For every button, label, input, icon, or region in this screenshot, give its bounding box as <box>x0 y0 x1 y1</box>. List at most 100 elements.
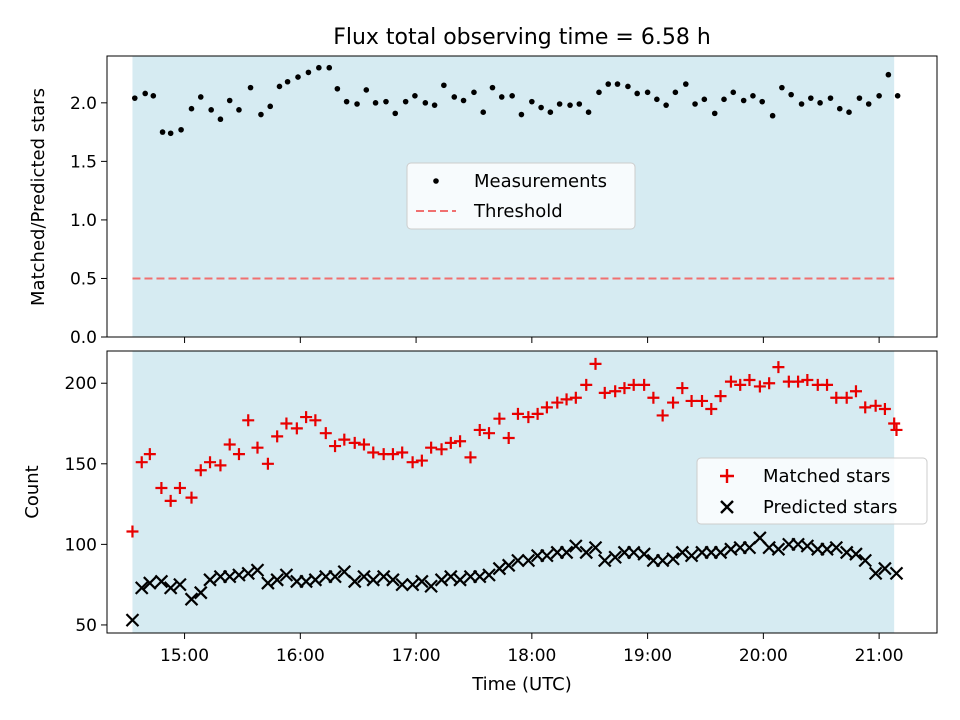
predicted-star-point <box>868 566 883 581</box>
legend-item-measurements: Measurements <box>474 171 607 192</box>
matched-star-point <box>869 399 882 412</box>
measurement-point <box>142 90 149 97</box>
measurement-point <box>885 71 892 78</box>
measurement-point <box>654 96 660 103</box>
y-tick-label: 150 <box>65 455 97 475</box>
measurement-point <box>683 81 689 87</box>
predicted-star-point <box>579 545 594 560</box>
matched-star-point <box>493 412 506 425</box>
measurement-point <box>188 105 195 112</box>
measurement-point <box>471 89 477 96</box>
predicted-star-point <box>655 553 670 568</box>
measurement-point <box>363 87 370 93</box>
matched-star-point <box>685 394 698 407</box>
y-tick-label: 0.0 <box>70 328 97 348</box>
matched-star-point <box>406 456 419 469</box>
predicted-star-point <box>588 540 603 555</box>
predicted-star-point <box>270 573 284 587</box>
measurement-point <box>509 93 515 99</box>
matched-star-point <box>676 382 689 395</box>
matched-star-point <box>348 436 361 449</box>
predicted-stars-points <box>125 531 904 627</box>
matched-star-point <box>329 440 342 453</box>
measurement-point <box>730 89 737 96</box>
matched-star-point <box>878 403 891 416</box>
predicted-star-point <box>337 564 352 579</box>
matched-star-point <box>830 391 843 404</box>
legend-dot-marker <box>433 178 439 184</box>
matched-star-point <box>531 407 544 420</box>
measurement-point <box>178 126 184 133</box>
matched-star-point <box>290 422 303 435</box>
y-axis-label: Matched/Predicted stars <box>28 88 49 306</box>
predicted-star-point <box>125 613 140 627</box>
predicted-star-point <box>395 577 409 592</box>
predicted-star-point <box>666 552 680 566</box>
measurement-point <box>556 101 563 107</box>
predicted-star-point <box>521 553 536 568</box>
measurement-point <box>876 93 882 99</box>
matched-star-point <box>309 414 322 427</box>
measurement-point <box>451 94 458 100</box>
y-axis-label: Count <box>22 465 43 518</box>
y-tick-label: 1.0 <box>70 211 97 231</box>
predicted-star-point <box>173 577 187 592</box>
y-tick-label: 100 <box>65 535 97 555</box>
legend-plus-marker <box>720 469 734 483</box>
measurement-point <box>284 78 291 85</box>
measurement-point <box>460 97 467 104</box>
matched-star-point <box>638 378 651 391</box>
matched-star-point <box>367 446 380 459</box>
measurement-point <box>721 96 727 103</box>
measurement-point <box>567 102 573 108</box>
y-tick-label: 200 <box>65 374 97 394</box>
measurement-point <box>247 84 254 91</box>
y-axis-ticks: 50 100 150 200 <box>65 374 107 636</box>
measurement-point <box>596 89 602 96</box>
predicted-star-point <box>203 573 217 587</box>
predicted-star-point <box>597 553 612 568</box>
matched-star-point <box>185 491 198 504</box>
matched-star-point <box>300 411 313 424</box>
predicted-star-point <box>626 545 641 560</box>
predicted-star-point <box>366 573 381 587</box>
legend-box <box>696 457 928 525</box>
measurement-point <box>326 64 333 71</box>
matched-star-point <box>242 414 255 427</box>
legend-bottom: Matched stars Predicted stars <box>696 457 928 525</box>
predicted-star-point <box>241 566 256 581</box>
matched-star-point <box>271 430 284 443</box>
measurement-point <box>894 93 901 99</box>
x-axis-label: Time (UTC) <box>471 674 572 695</box>
measurement-point <box>343 98 350 105</box>
y-tick-label: 50 <box>75 616 97 636</box>
predicted-star-point <box>889 566 904 581</box>
predicted-star-point <box>800 539 815 553</box>
legend-item-threshold: Threshold <box>473 201 563 222</box>
measurement-point <box>489 84 496 91</box>
matched-star-point <box>502 432 515 445</box>
predicted-star-point <box>376 569 391 584</box>
measurement-point <box>769 112 776 119</box>
matched-star-point <box>483 427 496 440</box>
matched-star-point <box>609 385 622 398</box>
measurement-point <box>625 83 631 90</box>
predicted-star-point <box>858 553 873 568</box>
matched-star-point <box>522 411 535 424</box>
matched-star-point <box>656 409 669 422</box>
predicted-star-point <box>424 579 438 594</box>
measurement-point <box>217 116 224 123</box>
matched-star-point <box>155 481 168 494</box>
predicted-star-point <box>492 561 507 576</box>
matched-star-point <box>849 385 862 398</box>
x-axis-ticks-top-panel <box>184 337 880 343</box>
predicted-star-point <box>559 545 574 560</box>
measurement-point <box>167 130 174 137</box>
matched-star-point <box>173 481 186 494</box>
x-axis-ticks: 15:00 16:00 17:00 18:00 19:00 20:00 21:00 <box>160 633 904 666</box>
predicted-star-point <box>569 539 583 553</box>
measurement-point <box>480 109 487 115</box>
predicted-star-point <box>675 545 690 560</box>
x-tick-label: 20:00 <box>739 646 788 666</box>
matched-star-point <box>647 391 660 404</box>
